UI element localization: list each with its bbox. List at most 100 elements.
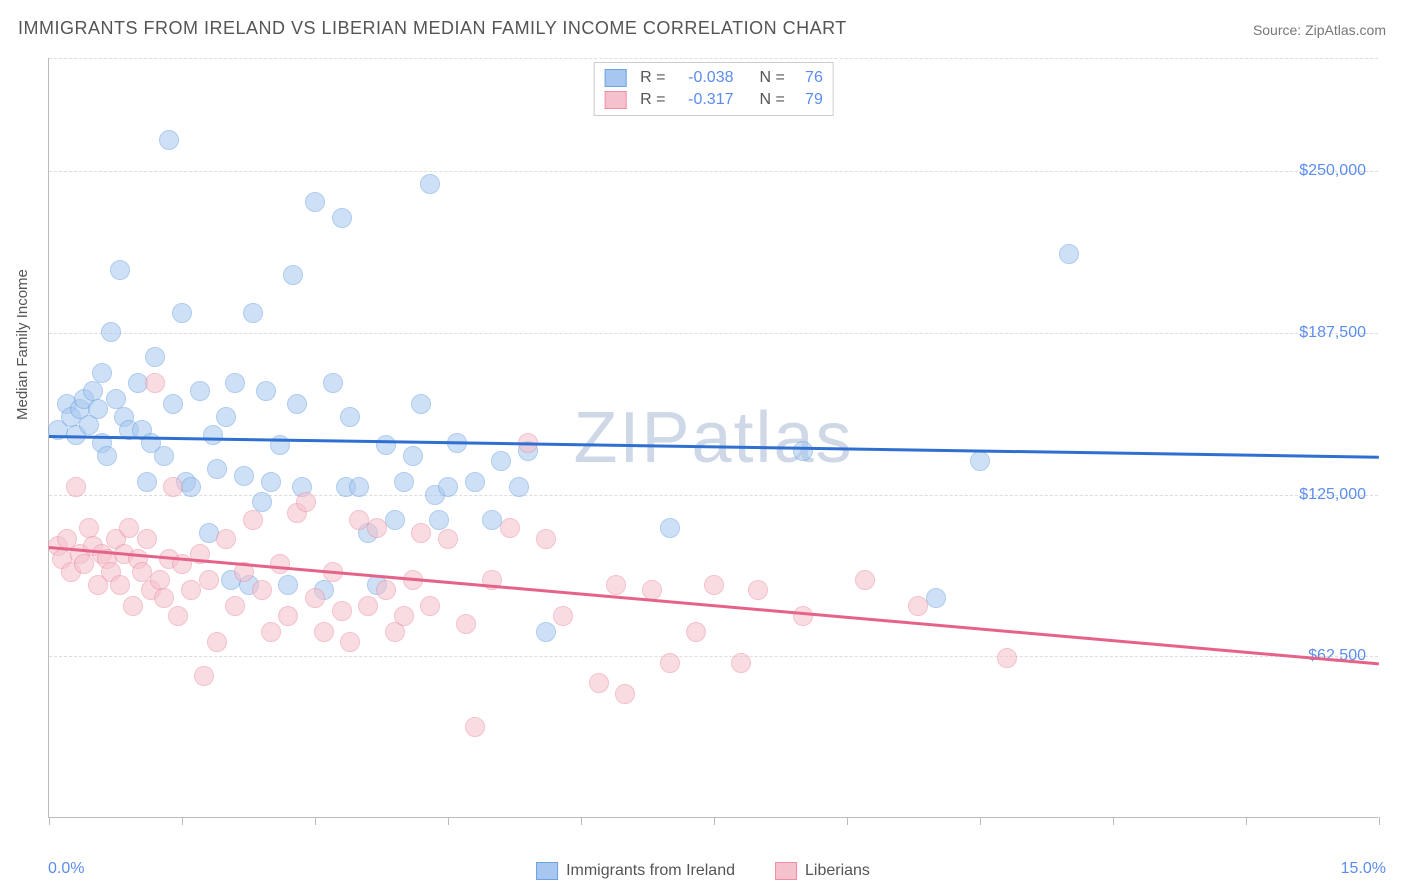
x-tick [714, 817, 715, 825]
legend-swatch [604, 91, 626, 109]
scatter-point [278, 606, 298, 626]
scatter-point [243, 303, 263, 323]
y-tick-label: $187,500 [1299, 324, 1366, 342]
scatter-point [420, 596, 440, 616]
scatter-point [79, 518, 99, 538]
scatter-point [376, 580, 396, 600]
scatter-point [168, 606, 188, 626]
scatter-point [660, 653, 680, 673]
scatter-point [181, 580, 201, 600]
scatter-point [66, 477, 86, 497]
scatter-point [438, 477, 458, 497]
scatter-point [358, 596, 378, 616]
scatter-point [420, 174, 440, 194]
scatter-point [340, 632, 360, 652]
scatter-point [465, 472, 485, 492]
gridline [49, 58, 1378, 59]
scatter-point [97, 446, 117, 466]
scatter-point [110, 260, 130, 280]
scatter-point [411, 523, 431, 543]
legend-label: Immigrants from Ireland [566, 862, 735, 880]
scatter-point [159, 130, 179, 150]
scatter-point [385, 510, 405, 530]
y-tick-label: $125,000 [1299, 486, 1366, 504]
scatter-point [314, 622, 334, 642]
x-tick [49, 817, 50, 825]
gridline [49, 333, 1378, 334]
scatter-point [997, 648, 1017, 668]
legend-swatch [775, 862, 797, 880]
scatter-point [163, 394, 183, 414]
scatter-point [438, 529, 458, 549]
scatter-point [261, 622, 281, 642]
scatter-point [123, 596, 143, 616]
watermark-text: ZIPatlas [573, 397, 853, 479]
scatter-point [509, 477, 529, 497]
scatter-point [660, 518, 680, 538]
source-label: Source: ZipAtlas.com [1253, 22, 1386, 38]
scatter-point [456, 614, 476, 634]
scatter-point [190, 381, 210, 401]
x-tick [581, 817, 582, 825]
scatter-point [110, 575, 130, 595]
x-axis-min-label: 0.0% [48, 860, 84, 878]
scatter-point [163, 477, 183, 497]
scatter-point [119, 518, 139, 538]
r-value: -0.317 [674, 91, 734, 109]
n-label: N = [760, 69, 785, 87]
scatter-point [606, 575, 626, 595]
scatter-point [908, 596, 928, 616]
scatter-point [394, 606, 414, 626]
y-axis-label: Median Family Income [14, 269, 31, 420]
scatter-point [225, 596, 245, 616]
scatter-point [465, 717, 485, 737]
scatter-point [855, 570, 875, 590]
n-label: N = [760, 91, 785, 109]
scatter-point [92, 363, 112, 383]
scatter-point [323, 373, 343, 393]
scatter-point [194, 666, 214, 686]
scatter-point [332, 208, 352, 228]
scatter-point [305, 192, 325, 212]
scatter-point [411, 394, 431, 414]
scatter-point [491, 451, 511, 471]
scatter-point [704, 575, 724, 595]
legend-label: Liberians [805, 862, 870, 880]
correlation-legend: R =-0.038N =76R =-0.317N =79 [593, 62, 834, 116]
legend-row: R =-0.317N =79 [604, 89, 823, 111]
scatter-point [1059, 244, 1079, 264]
x-tick [448, 817, 449, 825]
r-label: R = [640, 91, 665, 109]
chart-title: IMMIGRANTS FROM IRELAND VS LIBERIAN MEDI… [18, 18, 847, 39]
scatter-point [145, 373, 165, 393]
legend-item: Liberians [775, 862, 870, 880]
series-legend: Immigrants from Ireland Liberians [536, 862, 870, 880]
scatter-point [256, 381, 276, 401]
scatter-point [332, 601, 352, 621]
scatter-point [403, 446, 423, 466]
scatter-point [154, 446, 174, 466]
scatter-point [216, 407, 236, 427]
legend-item: Immigrants from Ireland [536, 862, 735, 880]
x-tick [1379, 817, 1380, 825]
r-label: R = [640, 69, 665, 87]
scatter-point [252, 580, 272, 600]
y-tick-label: $250,000 [1299, 162, 1366, 180]
scatter-point [296, 492, 316, 512]
scatter-point [199, 570, 219, 590]
scatter-point [172, 303, 192, 323]
x-tick [980, 817, 981, 825]
scatter-point [793, 606, 813, 626]
scatter-point [748, 580, 768, 600]
trendline [49, 435, 1379, 458]
x-tick [847, 817, 848, 825]
scatter-point [926, 588, 946, 608]
x-tick [315, 817, 316, 825]
scatter-point [216, 529, 236, 549]
scatter-point [145, 347, 165, 367]
gridline [49, 495, 1378, 496]
scatter-point [283, 265, 303, 285]
gridline [49, 171, 1378, 172]
scatter-point [367, 518, 387, 538]
x-axis-max-label: 15.0% [1341, 860, 1386, 878]
